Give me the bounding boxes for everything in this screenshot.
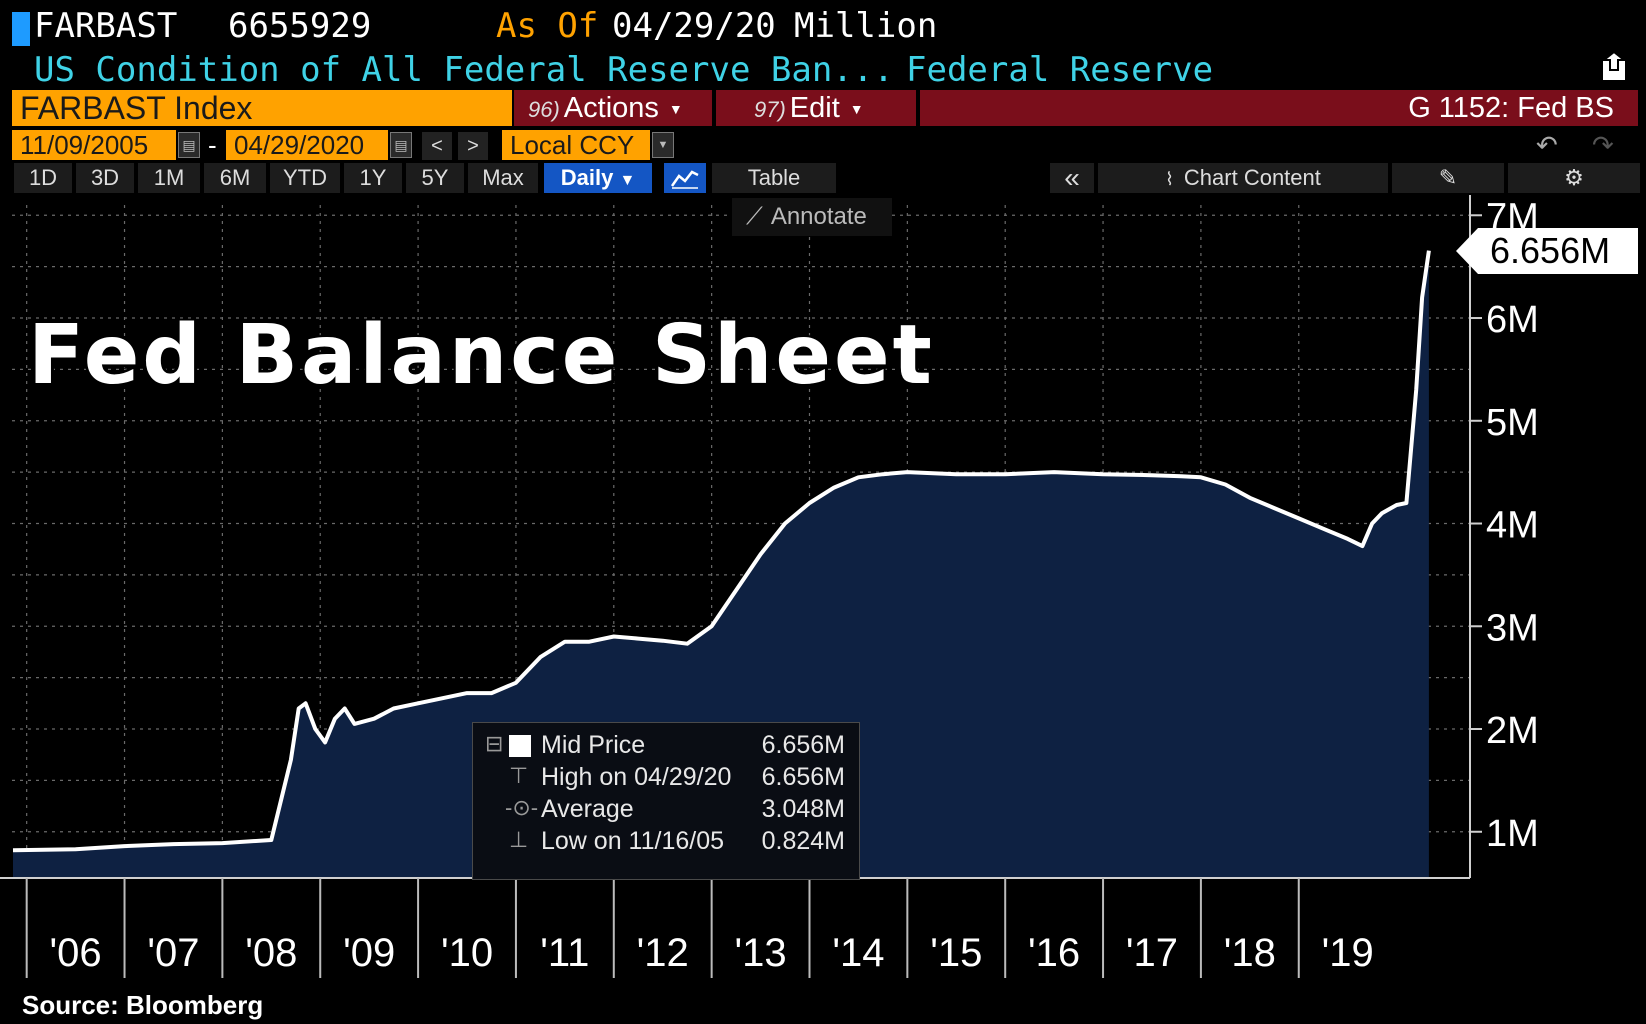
legend-high-label: High on 04/29/20 (541, 763, 732, 791)
tab-max[interactable]: Max (468, 163, 538, 193)
series-swatch (509, 735, 531, 757)
annotate-button[interactable]: ⟋ Annotate (732, 198, 892, 236)
actions-number: 96) (528, 97, 560, 122)
x-tick-label: '16 (1028, 931, 1080, 975)
x-tick-label: '08 (245, 931, 297, 975)
legend-low-label: Low on 11/16/05 (541, 827, 725, 855)
x-tick-label: '13 (735, 931, 787, 975)
gear-icon[interactable]: ⚙ (1508, 163, 1640, 193)
chevron-down-icon[interactable]: ▼ (652, 132, 674, 158)
legend-low-value: 0.824M (761, 827, 845, 855)
x-tick-label: '12 (637, 931, 689, 975)
edit-label: Edit (789, 92, 840, 124)
x-tick-label: '17 (1126, 931, 1178, 975)
x-tick-label: '19 (1322, 931, 1374, 975)
y-tick-label: 1M (1486, 813, 1539, 855)
frequency-label: Daily (560, 165, 614, 190)
next-period-button[interactable]: > (458, 132, 488, 160)
legend-average-value: 3.048M (761, 795, 845, 823)
pencil-icon: ⟋ (746, 203, 763, 230)
x-tick-label: '11 (540, 931, 589, 975)
x-tick-label: '07 (147, 931, 199, 975)
collapse-icon[interactable]: ⊟ (485, 731, 504, 756)
command-cursor (12, 12, 30, 46)
source-note: Source: Bloomberg (22, 990, 264, 1020)
start-date-input[interactable]: 11/09/2005 (12, 130, 176, 160)
average-marker-icon: -⊙- (505, 795, 539, 820)
security-bar: FARBAST Index 96) Actions ▼ 97) Edit ▼ G 115… (0, 88, 1646, 128)
y-tick-label: 4M (1486, 505, 1539, 547)
redo-icon[interactable]: ↷ (1592, 130, 1614, 160)
edit-chart-icon[interactable]: ✎ (1392, 163, 1504, 193)
legend-average-label: Average (541, 795, 634, 823)
x-tick-label: '15 (930, 931, 982, 975)
x-tick-label: '10 (441, 931, 493, 975)
prev-period-button[interactable]: < (422, 132, 452, 160)
actions-button[interactable]: 96) Actions ▼ (514, 90, 712, 126)
chevron-down-icon: ▼ (849, 101, 864, 118)
page-id: G 1152: Fed BS (920, 90, 1638, 126)
period-bar: 1D 3D 1M 6M YTD 1Y 5Y Max Daily ▼ Table … (0, 163, 1646, 195)
export-icon[interactable] (1600, 50, 1630, 82)
collapse-panel-button[interactable]: « (1050, 163, 1094, 193)
edit-number: 97) (754, 97, 786, 122)
tab-1y[interactable]: 1Y (344, 163, 402, 193)
last-value: 6655929 (228, 6, 372, 46)
legend-high-value: 6.656M (761, 763, 845, 791)
data-source-name: Federal Reserve (906, 50, 1214, 90)
as-of-date: 04/29/20 (612, 6, 776, 46)
last-price-badge: 6.656M (1456, 228, 1638, 274)
series-line (12, 250, 1431, 853)
tab-ytd[interactable]: YTD (270, 163, 340, 193)
line-chart-icon[interactable] (664, 163, 706, 193)
chart-content-button[interactable]: ⌇ Chart Content (1098, 163, 1388, 193)
tab-1d[interactable]: 1D (14, 163, 72, 193)
ticker: FARBAST (34, 6, 178, 46)
y-tick-label: 3M (1486, 607, 1539, 649)
security-description: US Condition of All Federal Reserve Ban.… (34, 50, 894, 90)
security-input[interactable]: FARBAST Index (12, 90, 512, 126)
header-row: FARBAST 6655929 As Of 04/29/20 Million (0, 2, 1646, 50)
chevron-down-icon: ▼ (668, 101, 683, 118)
legend-panel: ⊟ Mid Price 6.656M ⊤ High on 04/29/20 6.… (472, 722, 860, 880)
end-date-input[interactable]: 04/29/2020 (226, 130, 388, 160)
currency-select[interactable]: Local CCY (502, 130, 650, 160)
description-row: US Condition of All Federal Reserve Ban.… (0, 50, 1646, 90)
tab-1m[interactable]: 1M (138, 163, 200, 193)
x-tick-label: '06 (50, 931, 102, 975)
annotate-label: Annotate (770, 203, 867, 230)
units-label: Million (794, 6, 938, 46)
y-tick-label: 5M (1486, 402, 1539, 444)
low-marker-icon: ⊥ (509, 827, 529, 852)
calendar-icon[interactable]: ▤ (390, 132, 412, 158)
x-tick-label: '14 (832, 931, 884, 975)
chart-title-overlay: Fed Balance Sheet (28, 308, 935, 403)
chart-content-icon: ⌇ (1165, 169, 1174, 189)
date-range-bar: 11/09/2005 ▤ - 04/29/2020 ▤ < > Local CC… (0, 128, 1646, 162)
as-of-label: As Of (496, 6, 599, 46)
chevron-down-icon: ▼ (619, 172, 636, 189)
legend-mid-label: Mid Price (541, 731, 646, 759)
tab-3d[interactable]: 3D (76, 163, 134, 193)
edit-button[interactable]: 97) Edit ▼ (716, 90, 916, 126)
y-tick-label: 6M (1486, 299, 1539, 341)
tab-5y[interactable]: 5Y (406, 163, 464, 193)
y-tick-label: 2M (1486, 710, 1539, 752)
date-separator: - (208, 130, 217, 160)
chart-content-label: Chart Content (1183, 165, 1321, 190)
frequency-select[interactable]: Daily ▼ (544, 163, 652, 193)
actions-label: Actions (563, 92, 659, 124)
tab-6m[interactable]: 6M (204, 163, 266, 193)
table-button[interactable]: Table (712, 163, 836, 193)
calendar-icon[interactable]: ▤ (178, 132, 200, 158)
x-tick-label: '09 (343, 931, 395, 975)
legend-mid-value: 6.656M (761, 731, 845, 759)
x-tick-label: '18 (1224, 931, 1276, 975)
high-marker-icon: ⊤ (509, 763, 529, 788)
undo-icon[interactable]: ↶ (1536, 130, 1558, 160)
